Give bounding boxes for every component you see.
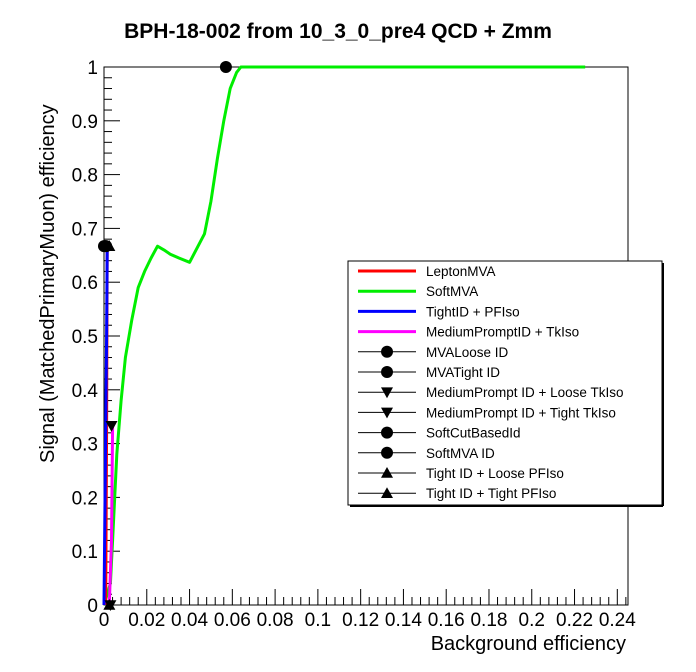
x-tick-label: 0.02 [128,610,165,631]
legend-marker [381,387,393,399]
marker-mediumprompt-id-tight-tkiso [105,421,118,432]
x-tick-label: 0.04 [171,610,208,631]
x-tick-label: 0.1 [305,610,331,631]
legend-entry: MVATight ID [358,365,500,380]
marker-tight-id-loose-pfiso [103,240,116,251]
legend-label: MVATight ID [426,365,500,380]
marker-mvatight-id [219,61,232,73]
legend-label: MediumPrompt ID + Tight TkIso [426,405,616,420]
legend-label: SoftCutBasedId [426,426,521,441]
legend-label: TightID + PFIso [426,304,520,319]
y-tick-label: 0.7 [72,219,98,240]
y-tick-label: 0.4 [72,381,99,402]
x-tick-label: 0.08 [257,610,294,631]
y-axis: 0 0.1 0.2 0.3 0.4 0.5 0.6 0.7 0.8 0.9 1 [72,58,120,617]
y-tick-label: 1 [87,58,98,79]
x-axis-title: Background efficiency [431,633,626,655]
legend-marker [381,407,393,419]
legend-marker [381,366,393,378]
y-tick-label: 0.6 [72,273,98,294]
legend-label: MediumPromptID + TkIso [426,325,579,340]
legend-label: Tight ID + Tight PFIso [426,486,556,501]
legend-label: MediumPrompt ID + Loose TkIso [426,385,623,400]
chart-title: BPH-18-002 from 10_3_0_pre4 QCD + Zmm [124,20,552,43]
x-tick-label: 0.14 [385,610,422,631]
y-tick-label: 0.1 [72,542,98,563]
x-tick-label: 0.24 [599,610,636,631]
marker-tight-id-tight-pfiso [103,599,116,610]
y-tick-label: 0.5 [72,327,98,348]
legend-marker [381,345,393,358]
x-tick-label: 0.22 [556,610,593,631]
x-tick-label: 0.16 [428,610,465,631]
legend-box [347,260,663,506]
legend-label: Tight ID + Loose PFIso [426,466,564,481]
series-layer [98,61,586,611]
series-line-softmva [102,65,586,606]
y-tick-label: 0.9 [72,112,98,133]
legend-entry: SoftCutBasedId [358,426,521,441]
legend-label: SoftMVA [426,284,478,299]
series-line-tightid-pfiso [102,246,109,606]
legend-entry: Tight ID + Tight PFIso [358,486,556,501]
x-tick-label: 0.18 [470,610,507,631]
y-tick-label: 0.2 [72,488,98,509]
legend-entry: MediumPrompt ID + Loose TkIso [358,385,623,400]
y-tick-label: 0.3 [72,435,98,456]
x-tick-label: 0.06 [214,610,251,631]
y-tick-label: 0.8 [72,166,98,187]
legend-entry: MediumPrompt ID + Tight TkIso [358,405,616,420]
legend-entry: Tight ID + Loose PFIso [358,466,564,481]
legend-entry: TightID + PFIso [358,304,520,319]
y-tick-label: 0 [87,596,98,617]
legend-entry: SoftMVA ID [358,446,495,461]
legend-marker [381,467,393,478]
legend-entry: MVALoose ID [358,345,509,360]
legend: LeptonMVA SoftMVA TightID + PFIso MediumPro… [347,260,664,507]
legend-entry: LeptonMVA [358,264,496,279]
legend-marker [381,487,393,498]
legend-label: MVALoose ID [426,345,509,360]
x-tick-label: 0.12 [342,610,379,631]
y-axis-title: Signal (MatchedPrimaryMuon) efficiency [37,104,59,463]
legend-entry: MediumPromptID + TkIso [358,325,579,340]
legend-entry: SoftMVA [358,284,478,299]
legend-label: SoftMVA ID [426,446,495,461]
legend-marker [381,426,393,439]
legend-marker [381,446,393,459]
x-tick-label: 0.2 [519,610,545,631]
x-tick-label: 0 [99,610,110,631]
legend-label: LeptonMVA [426,264,496,279]
x-axis: 0 0.02 0.04 0.06 0.08 0.1 0.12 0.14 0.16 0.18 0.2 0… [99,589,636,631]
